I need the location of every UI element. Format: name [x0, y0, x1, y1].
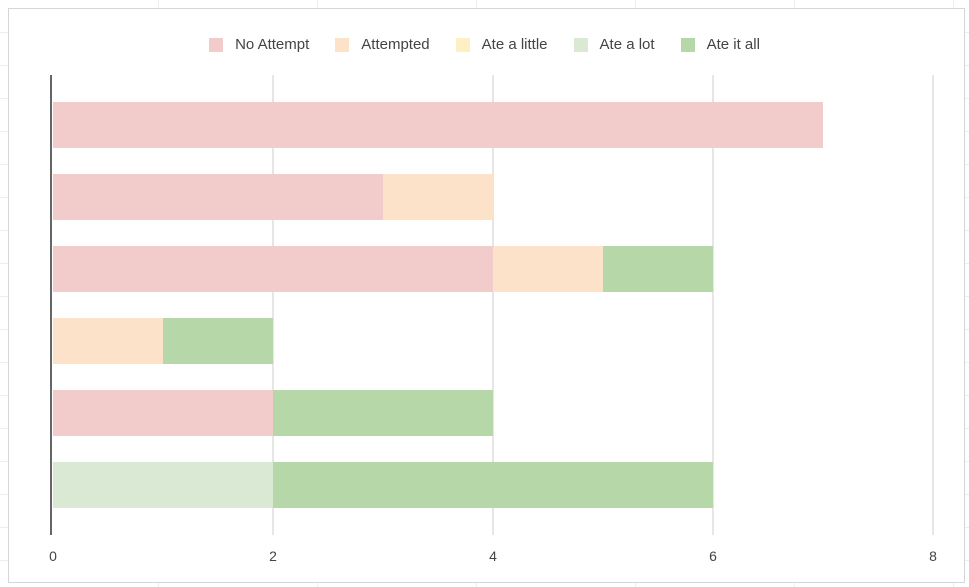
legend-label-attempted: Attempted: [361, 36, 430, 53]
x-tick-label: 6: [709, 548, 717, 564]
legend-swatch-ate-a-little: [455, 37, 470, 52]
bar-segment-attempted[interactable]: [383, 174, 493, 220]
legend-label-no-attempt: No Attempt: [235, 36, 310, 53]
x-tick-label: 4: [489, 548, 497, 564]
x-tick-label: 2: [269, 548, 277, 564]
bar-segment-no-attempt[interactable]: [53, 246, 493, 292]
chart-legend: No Attempt Attempted Ate a little Ate a …: [0, 36, 969, 53]
legend-swatch-ate-it-all: [680, 37, 695, 52]
legend-label-ate-it-all: Ate it all: [706, 36, 760, 53]
legend-item-attempted[interactable]: Attempted: [335, 36, 430, 53]
bar-segment-no-attempt[interactable]: [53, 174, 383, 220]
legend-item-ate-a-lot[interactable]: Ate a lot: [573, 36, 655, 53]
legend-item-no-attempt[interactable]: No Attempt: [209, 36, 309, 53]
legend-swatch-attempted: [335, 37, 350, 52]
bar-segment-ate-it-all[interactable]: [273, 462, 713, 508]
bar-segment-attempted[interactable]: [53, 318, 163, 364]
bar-segment-attempted[interactable]: [493, 246, 603, 292]
bar-segment-ate-it-all[interactable]: [603, 246, 713, 292]
legend-label-ate-a-lot: Ate a lot: [599, 36, 655, 53]
bar-segment-no-attempt[interactable]: [53, 102, 823, 148]
bar-segment-ate-a-lot[interactable]: [53, 462, 273, 508]
x-tick-label: 8: [929, 548, 937, 564]
legend-item-ate-it-all[interactable]: Ate it all: [680, 36, 760, 53]
legend-swatch-ate-a-lot: [573, 37, 588, 52]
legend-swatch-no-attempt: [209, 37, 224, 52]
bar-segment-ate-it-all[interactable]: [163, 318, 273, 364]
x-tick-label: 0: [49, 548, 57, 564]
legend-item-ate-a-little[interactable]: Ate a little: [455, 36, 548, 53]
bar-segment-ate-it-all[interactable]: [273, 390, 493, 436]
legend-label-ate-a-little: Ate a little: [481, 36, 548, 53]
bar-segment-no-attempt[interactable]: [53, 390, 273, 436]
